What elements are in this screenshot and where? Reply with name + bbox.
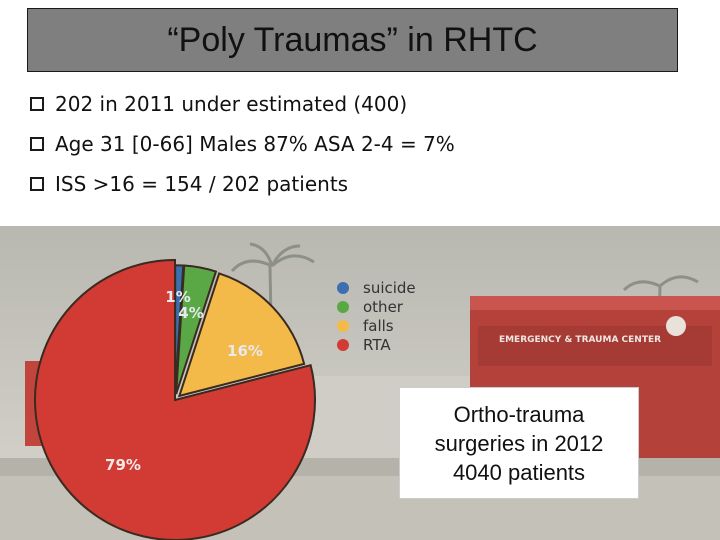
hospital-sign-text: EMERGENCY & TRAUMA CENTER: [499, 335, 661, 345]
pie-label-rta: 79%: [105, 456, 141, 474]
bullet-text: 202 in 2011 under estimated (400): [55, 92, 408, 116]
checkbox-bullet-icon: [30, 97, 44, 111]
bullet-list: 202 in 2011 under estimated (400) Age 31…: [30, 84, 455, 204]
title-bar: “Poly Traumas” in RHTC: [27, 8, 678, 72]
callout-line-1: Ortho-trauma: [453, 401, 585, 427]
pie-slice-falls: [177, 272, 306, 398]
legend-item: RTA: [337, 336, 391, 354]
legend-marker-falls: [337, 320, 349, 332]
legend-item: other: [337, 298, 404, 316]
bullet-item: ISS >16 = 154 / 202 patients: [30, 164, 455, 204]
callout-box: Ortho-trauma surgeries in 2012 4040 pati…: [399, 387, 639, 499]
legend-label-falls: falls: [363, 317, 394, 335]
callout-line-2: surgeries in 2012: [434, 430, 604, 456]
bullet-text: Age 31 [0-66] Males 87% ASA 2-4 = 7%: [55, 132, 455, 156]
pie-label-suicide: 1%: [165, 288, 190, 306]
pie-label-falls: 16%: [227, 342, 263, 360]
bullet-item: 202 in 2011 under estimated (400): [30, 84, 455, 124]
pie-slice-other: [175, 264, 218, 395]
legend-item: suicide: [337, 279, 416, 297]
chart-legend: suicide other falls RTA: [337, 279, 416, 354]
callout-line-3: 4040 patients: [452, 459, 586, 485]
legend-label-rta: RTA: [363, 336, 391, 354]
legend-marker-rta: [337, 339, 349, 351]
bullet-text: ISS >16 = 154 / 202 patients: [55, 172, 349, 196]
pie-label-other: 4%: [178, 304, 203, 322]
slide-title: “Poly Traumas” in RHTC: [167, 20, 538, 59]
legend-marker-other: [337, 301, 349, 313]
checkbox-bullet-icon: [30, 137, 44, 151]
legend-label-suicide: suicide: [363, 279, 416, 297]
legend-marker-suicide: [337, 282, 349, 294]
legend-item: falls: [337, 317, 394, 335]
bullet-item: Age 31 [0-66] Males 87% ASA 2-4 = 7%: [30, 124, 455, 164]
pie-chart: [34, 258, 316, 540]
pie-slice-rta: [34, 258, 316, 540]
checkbox-bullet-icon: [30, 177, 44, 191]
legend-label-other: other: [363, 298, 404, 316]
